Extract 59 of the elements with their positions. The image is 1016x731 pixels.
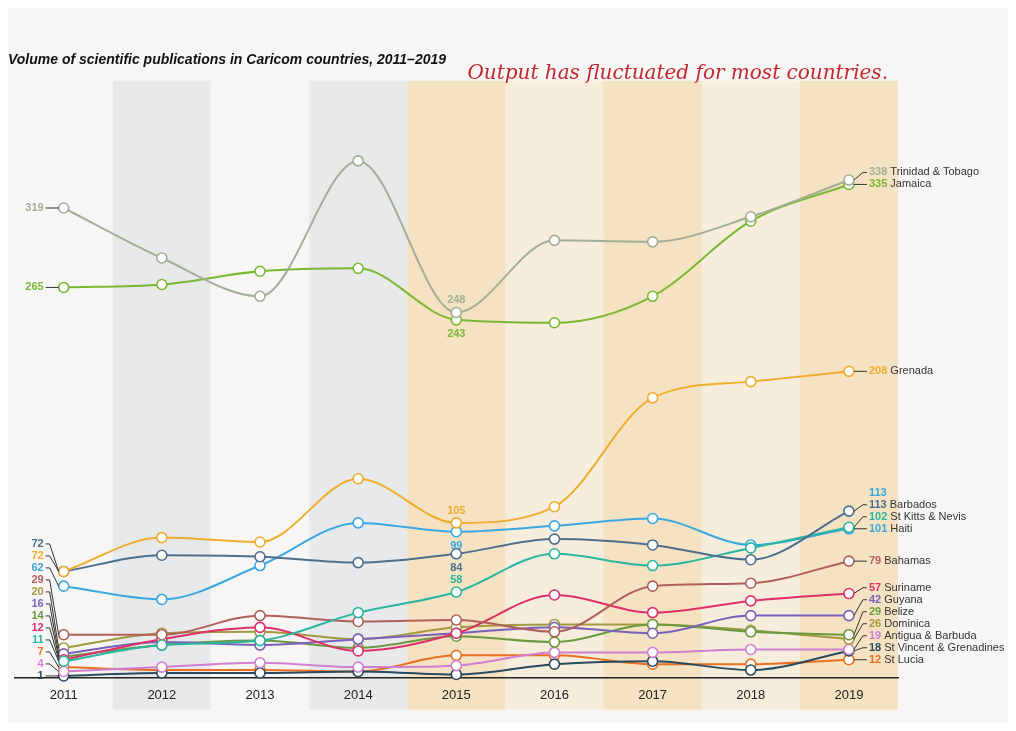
data-label: 16 (31, 596, 44, 609)
data-label: 14 (31, 608, 45, 621)
text: Output has fluctuated for most countries. (467, 60, 888, 84)
data-label: 101 (868, 521, 888, 534)
data-label: 29 (31, 572, 44, 585)
text: Belize (884, 604, 915, 617)
x-tick-label: 2014 (343, 686, 373, 702)
data-label: 72 (31, 548, 44, 561)
text: Haiti (890, 521, 913, 534)
data-label: 29 (868, 604, 882, 617)
data-label: 338 (868, 165, 888, 178)
data-label: 57 (868, 580, 882, 593)
text: Guyana (884, 592, 924, 605)
data-label: 42 (868, 592, 882, 605)
data-label: 243 (447, 326, 466, 339)
text: St Lucia (884, 652, 925, 665)
x-tick-label: 2016 (539, 686, 569, 702)
data-label: 4 (37, 656, 45, 669)
text: St Kitts & Nevis (890, 509, 967, 522)
data-label: 12 (31, 620, 44, 633)
text: Bahamas (884, 554, 932, 567)
data-label: 84 (450, 560, 464, 573)
data-label: 18 (868, 640, 882, 653)
data-label: 265 (25, 280, 44, 293)
data-label: 335 (868, 177, 888, 190)
text: Antigua & Barbuda (884, 628, 978, 641)
x-tick-label: 2015 (441, 686, 471, 702)
x-tick-label: 2017 (638, 686, 668, 702)
data-label: 102 (868, 509, 888, 522)
data-label: 19 (868, 628, 882, 641)
x-tick-label: 2018 (736, 686, 766, 702)
text: Dominica (884, 616, 931, 629)
data-label: 72 (31, 536, 44, 549)
data-label: 99 (450, 538, 463, 551)
data-label: 113 (868, 497, 887, 510)
text: St Vincent & Grenadines (884, 640, 1005, 653)
data-label: 319 (25, 201, 44, 214)
data-label: 58 (450, 573, 463, 586)
text: Barbados (889, 497, 938, 510)
data-label: 12 (868, 652, 882, 665)
data-label: 26 (868, 616, 882, 629)
data-label: 62 (31, 560, 44, 573)
x-tick-label: 2011 (49, 686, 78, 702)
data-label: 7 (37, 644, 44, 657)
data-label: 248 (447, 293, 466, 306)
data-label: 105 (447, 503, 466, 516)
data-label: 20 (31, 584, 44, 597)
x-tick-label: 2019 (834, 686, 864, 702)
data-label: 208 (868, 364, 888, 377)
text: Trinidad & Tobago (890, 165, 979, 178)
text: Suriname (884, 580, 932, 593)
x-tick-label: 2013 (245, 686, 275, 702)
x-tick-label: 2012 (147, 686, 177, 702)
chart-title: Volume of scientific publications in Caricom countries, 2011–2019 (8, 51, 447, 68)
data-label: 79 (868, 554, 882, 567)
data-label: 11 (32, 632, 44, 645)
annotation: 113 (868, 485, 887, 498)
text: Grenada (890, 364, 935, 377)
text: Jamaica (890, 177, 933, 190)
